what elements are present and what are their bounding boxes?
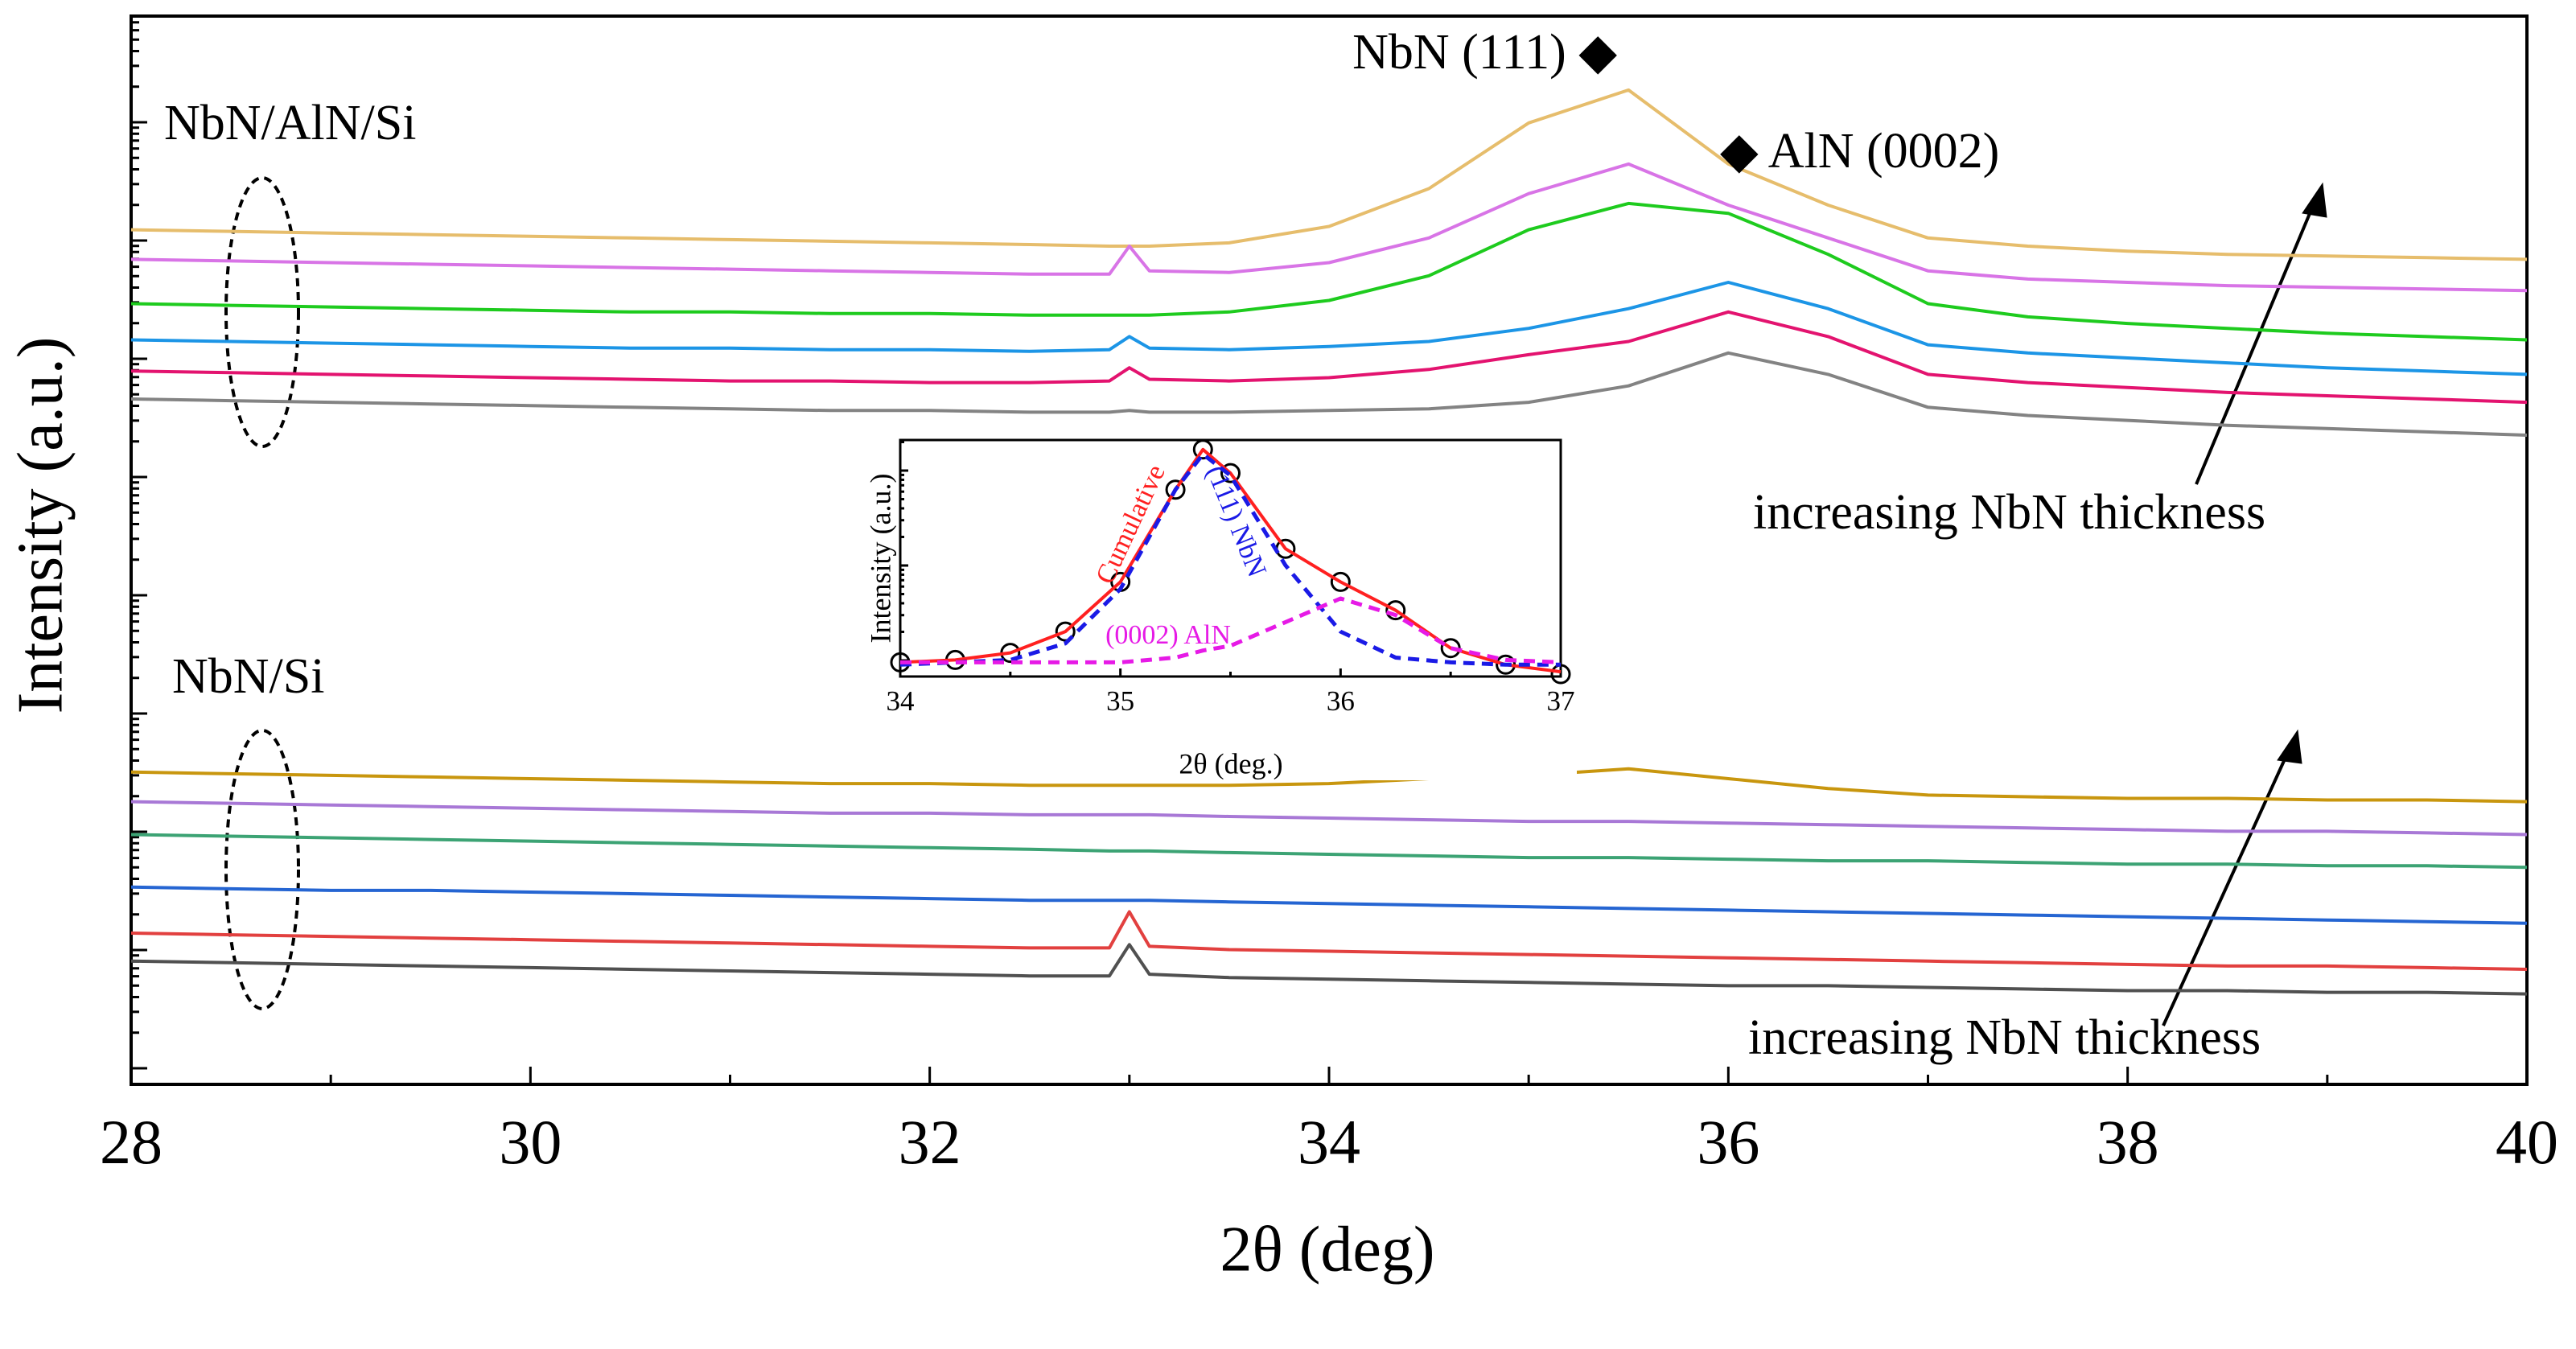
annotation: increasing NbN thickness [1753, 485, 2265, 540]
series-line [130, 800, 2528, 837]
series-line [899, 452, 1561, 667]
x-tick-label: 38 [2097, 1107, 2159, 1177]
arrow-head [2302, 182, 2327, 218]
x-axis-title: 2θ (deg) [1220, 1214, 1434, 1285]
data-point [1165, 479, 1186, 500]
y-axis-title: Intensity (a.u.) [864, 474, 896, 644]
data-point [1055, 621, 1076, 642]
group-ellipse [224, 729, 300, 1010]
x-tick-label: 35 [1106, 685, 1134, 717]
series-line [130, 767, 2528, 804]
data-point [1330, 571, 1351, 592]
y-axis-title: Intensity (a.u.) [5, 337, 76, 714]
annotation: NbN/Si [172, 649, 324, 704]
arrow-head [2277, 729, 2302, 764]
x-tick-label: 37 [1547, 685, 1575, 717]
annotation: NbN (111) ◆ [1352, 25, 1617, 80]
x-tick-label: 30 [499, 1107, 562, 1177]
inset-background [837, 430, 1577, 780]
series-line [130, 910, 2528, 971]
arrow [2162, 742, 2294, 1026]
plot-area: 28 30 32 34 36 38 40 [100, 14, 2558, 1177]
annotation: ◆ AlN (0002) [1720, 124, 1999, 179]
arrow [2195, 195, 2319, 485]
annotation: NbN/AlN/Si [164, 96, 416, 150]
x-tick-label: 40 [2496, 1107, 2558, 1177]
series-line [130, 201, 2528, 342]
series-line [130, 833, 2528, 870]
series-line [900, 596, 1562, 664]
data-point [1192, 439, 1213, 460]
group-ellipse [224, 176, 300, 448]
x-tick-label: 32 [899, 1107, 961, 1177]
decorations [224, 176, 2327, 1026]
x-axis-title: 2θ (deg.) [1179, 747, 1282, 779]
series-line [130, 281, 2528, 376]
series-line [130, 943, 2528, 996]
data-point [1220, 463, 1241, 483]
x-tick-label: 34 [1298, 1107, 1360, 1177]
data-point [1385, 600, 1406, 621]
x-tick-label: 36 [1697, 1107, 1759, 1177]
series-label: (0002) AlN [1105, 620, 1231, 650]
series-line [130, 162, 2528, 293]
plot-area: 34 35 36 37 [887, 438, 1575, 717]
series-line [130, 885, 2528, 925]
x-tick-label: 34 [887, 685, 915, 717]
series-line [130, 351, 2528, 437]
series-line [130, 88, 2528, 261]
series-line [130, 310, 2528, 405]
x-tick-label: 28 [100, 1107, 163, 1177]
annotation: increasing NbN thickness [1748, 1010, 2261, 1065]
x-tick-label: 36 [1327, 685, 1355, 717]
